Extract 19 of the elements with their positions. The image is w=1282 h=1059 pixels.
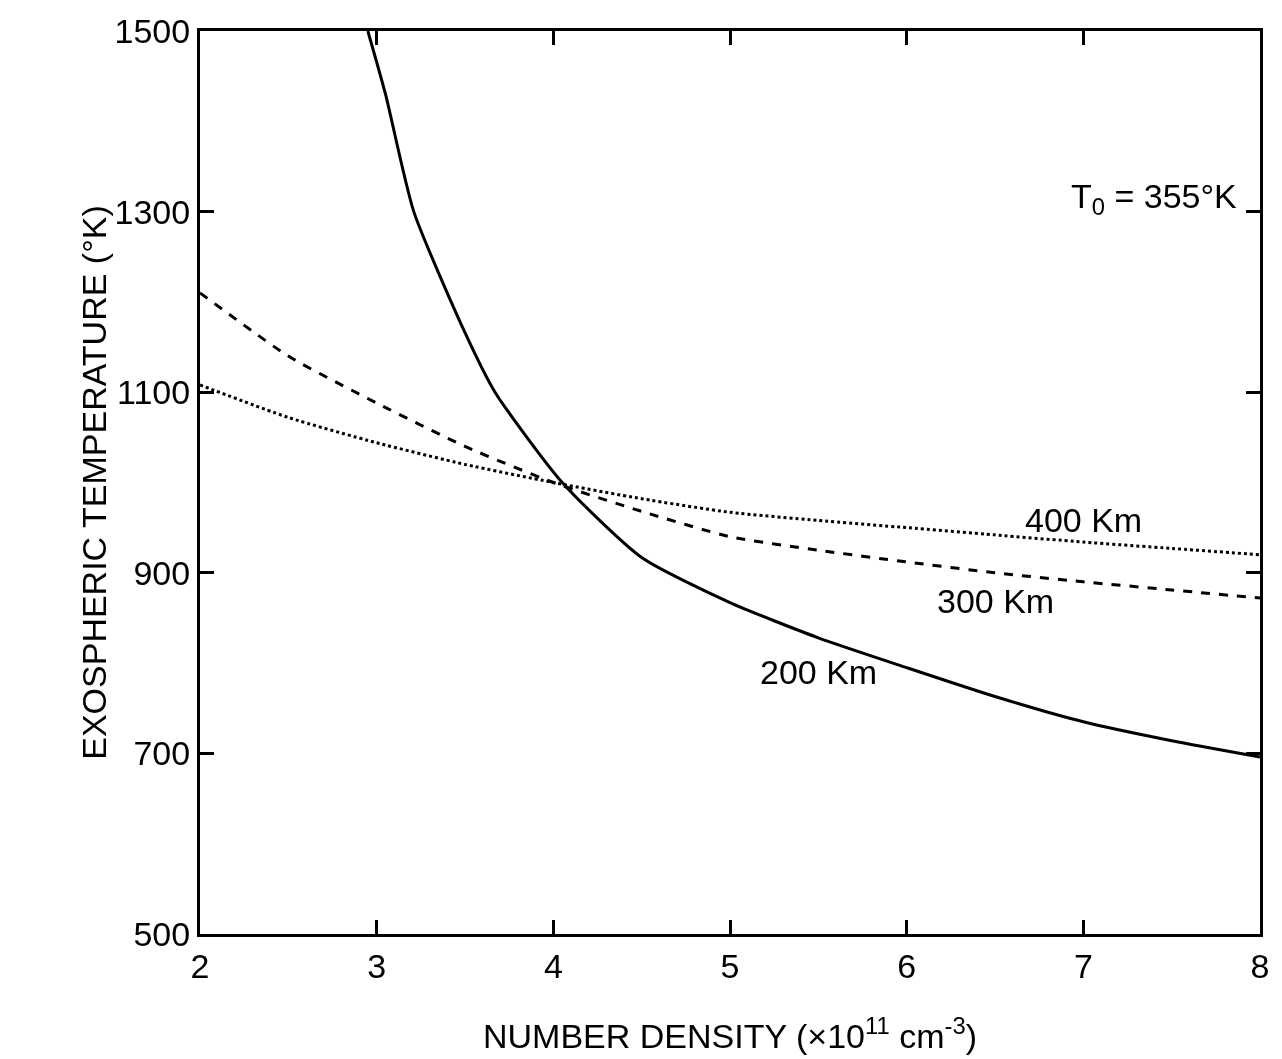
- series-label: 300 Km: [937, 582, 1055, 620]
- x-tick-label: 8: [1250, 946, 1270, 985]
- y-tick-label: 1300: [114, 192, 191, 231]
- y-tick-label: 500: [133, 914, 191, 953]
- y-tick-label: 1100: [117, 373, 191, 412]
- y-tick-label: 900: [133, 553, 191, 592]
- y-tick-label: 700: [133, 734, 191, 773]
- x-tick-label: 6: [897, 946, 917, 985]
- x-tick-label: 2: [190, 946, 210, 985]
- annotation: T$_{0}$ = 355°K: [1071, 177, 1238, 221]
- x-axis-title: NUMBER DENSITY (×10$^{11}$ cm$^{-3}$): [483, 1011, 977, 1055]
- x-tick-label: 5: [720, 946, 740, 985]
- y-tick-label: 1500: [114, 11, 191, 50]
- x-tick-label: 3: [367, 946, 387, 985]
- series-label: 400 Km: [1025, 501, 1143, 539]
- x-tick-label: 7: [1073, 946, 1093, 985]
- y-axis-title: EXOSPHERIC TEMPERATURE (°K): [74, 205, 113, 760]
- series-label: 200 Km: [760, 653, 878, 691]
- x-tick-label: 4: [543, 946, 563, 985]
